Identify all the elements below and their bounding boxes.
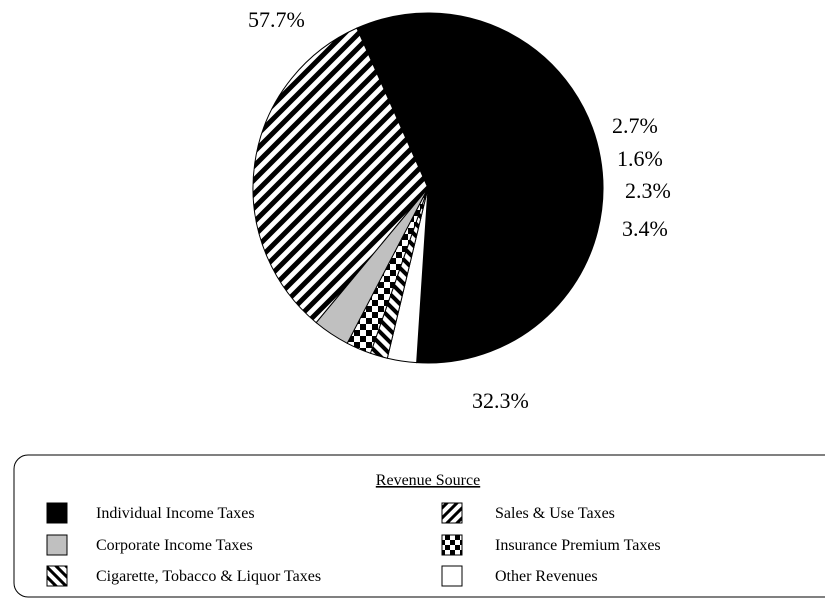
pie-slice-individual-income-taxes [356, 12, 604, 364]
legend-swatch-corporate-income-taxes [46, 534, 68, 556]
legend-swatch-sales-use-taxes [441, 502, 463, 524]
legend-title: Revenue Source [376, 472, 480, 489]
pie-percentage-labels: 57.7% 2.7% 1.6% 2.3% 3.4% 32.3% [248, 7, 671, 413]
pie-label-individual-income-taxes: 57.7% [248, 7, 305, 32]
legend-frame [13, 454, 825, 598]
legend-items: Individual Income Taxes Sales & Use Taxes… [46, 502, 661, 587]
legend-label-other-revenues: Other Revenues [495, 568, 598, 585]
pie-label-insurance-premium-taxes: 2.3% [625, 178, 671, 203]
pie-slices [252, 12, 604, 364]
legend-label-corporate-income-taxes: Corporate Income Taxes [96, 537, 253, 554]
legend-swatch-insurance-premium-taxes [441, 534, 463, 556]
pie-label-cigarette-tobacco-liquor-taxes: 1.6% [617, 146, 663, 171]
legend: Revenue Source Individual Income Taxes Sa… [13, 454, 825, 598]
legend-label-cigarette-tobacco-liquor-taxes: Cigarette, Tobacco & Liquor Taxes [96, 568, 321, 585]
legend-label-insurance-premium-taxes: Insurance Premium Taxes [495, 537, 661, 554]
pie-label-sales-use-taxes: 32.3% [472, 388, 529, 413]
pie-slice-sales-use-taxes [252, 27, 429, 324]
legend-swatch-other-revenues [441, 565, 463, 587]
pie-label-other-revenues: 2.7% [612, 113, 658, 138]
legend-label-individual-income-taxes: Individual Income Taxes [96, 505, 255, 522]
legend-swatch-individual-income-taxes [46, 502, 68, 524]
legend-label-sales-use-taxes: Sales & Use Taxes [495, 505, 615, 522]
pie-label-corporate-income-taxes: 3.4% [622, 216, 668, 241]
legend-swatch-cigarette-tobacco-liquor-taxes [46, 565, 68, 587]
